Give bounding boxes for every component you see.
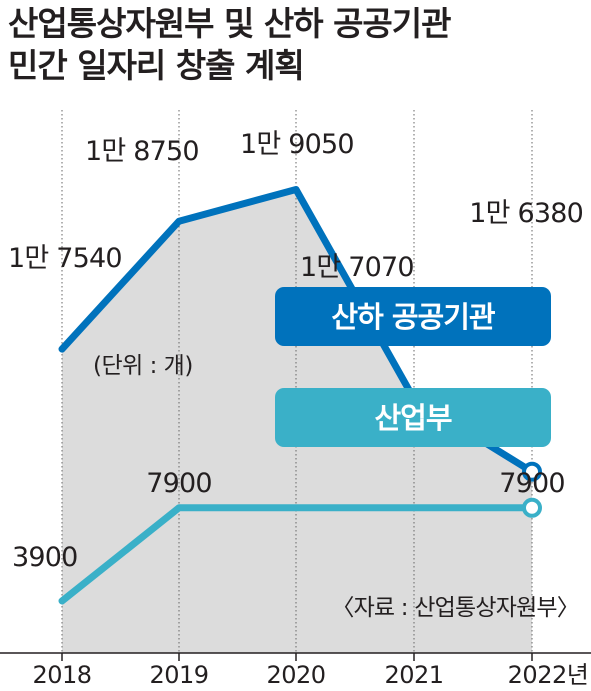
x-tick-label-4: 2022년 — [508, 661, 589, 689]
data-label-public-2: 1만 9050 — [240, 129, 354, 160]
data-label-public-0: 1만 7540 — [8, 243, 122, 274]
x-tick-label-2: 2020 — [266, 661, 325, 689]
data-label-ministry-1: 7900 — [146, 468, 212, 499]
x-tick-label-3: 2021 — [384, 661, 443, 689]
data-point-public-4 — [522, 461, 542, 482]
legend-box-public — [275, 287, 551, 346]
data-label-public-1: 1만 8750 — [85, 136, 199, 167]
title-line-2: 민간 일자리 창출 계획 — [8, 46, 305, 85]
x-tick-label-1: 2019 — [149, 661, 208, 689]
unit-note: (단위 : 개) — [93, 353, 193, 379]
title-line-1: 산업통상자원부 및 산하 공공기관 — [8, 4, 452, 43]
data-label-ministry-0: 3900 — [12, 542, 78, 573]
source-note: 〈자료 : 산업통상자원부〉 — [331, 595, 579, 621]
data-label-public-3: 1만 7070 — [300, 252, 414, 283]
legend-box-ministry — [275, 388, 551, 447]
data-label-public-4: 1만 6380 — [469, 198, 583, 229]
data-label-ministry-4: 7900 — [499, 468, 565, 499]
legend-label-ministry: 산업부 — [374, 401, 451, 435]
series-line-ministry — [58, 504, 536, 605]
legend-label-public: 산하 공공기관 — [331, 300, 495, 334]
data-point-ministry-4 — [522, 497, 542, 518]
x-tick-label-0: 2018 — [32, 661, 91, 689]
